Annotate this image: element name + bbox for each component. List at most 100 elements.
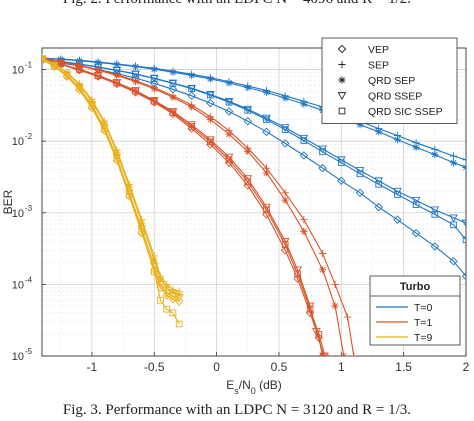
marker-square bbox=[319, 148, 326, 156]
marker-asterisk bbox=[331, 302, 339, 310]
marker-asterisk bbox=[113, 60, 121, 69]
marker-diamond bbox=[42, 55, 47, 64]
marker-asterisk bbox=[449, 159, 458, 167]
marker-diamond bbox=[187, 124, 196, 133]
marker-diamond bbox=[62, 72, 72, 81]
marker-diamond bbox=[224, 107, 234, 116]
marker-plus bbox=[331, 280, 339, 288]
x-tick-label: 0.5 bbox=[271, 360, 288, 374]
marker-asterisk bbox=[431, 150, 439, 159]
marker-asterisk bbox=[262, 88, 271, 96]
marker-diamond bbox=[162, 291, 171, 300]
marker-diamond bbox=[206, 140, 215, 149]
marker-square bbox=[281, 126, 289, 133]
marker-square bbox=[356, 170, 364, 178]
y-tick-exponent: -5 bbox=[25, 347, 33, 356]
marker-diamond bbox=[314, 333, 324, 342]
marker-asterisk bbox=[356, 121, 364, 129]
marker-diamond bbox=[224, 158, 234, 167]
marker-triangle-down bbox=[411, 196, 421, 205]
marker-asterisk bbox=[225, 130, 233, 138]
marker-diamond bbox=[168, 109, 178, 119]
marker-asterisk bbox=[188, 71, 196, 79]
series-line bbox=[42, 57, 345, 356]
marker-diamond bbox=[299, 151, 309, 160]
marker-square bbox=[462, 236, 466, 244]
marker-legend-label: QRD SEP bbox=[368, 75, 415, 87]
marker-diamond bbox=[337, 44, 347, 54]
x-tick-label: 0 bbox=[213, 360, 220, 374]
marker-diamond bbox=[131, 88, 140, 97]
marker-asterisk bbox=[169, 93, 177, 101]
marker-square bbox=[337, 159, 345, 167]
marker-triangle-down bbox=[156, 281, 165, 289]
marker-plus bbox=[462, 156, 466, 164]
marker-plus bbox=[343, 313, 352, 321]
marker-square bbox=[394, 191, 401, 198]
marker-asterisk bbox=[340, 352, 348, 356]
marker-diamond bbox=[50, 62, 59, 71]
marker-asterisk bbox=[375, 128, 383, 136]
marker-square bbox=[225, 98, 233, 106]
color-legend-label: T=0 bbox=[414, 302, 433, 314]
marker-legend: VEP SEP QRD SEP QRD SSEP QRD SIC SSEP bbox=[321, 37, 458, 124]
marker-diamond bbox=[93, 72, 103, 81]
y-tick-label: 10 bbox=[12, 208, 24, 220]
marker-diamond bbox=[374, 202, 383, 212]
marker-plus bbox=[281, 189, 289, 197]
marker-square bbox=[163, 305, 171, 313]
series-group bbox=[42, 54, 466, 356]
marker-square bbox=[300, 137, 308, 144]
marker-diamond bbox=[243, 116, 253, 126]
marker-asterisk bbox=[188, 103, 196, 111]
y-axis-label: BER bbox=[1, 189, 15, 214]
marker-diamond bbox=[206, 98, 215, 108]
marker-triangle-down bbox=[461, 219, 466, 228]
marker-triangle-down bbox=[337, 92, 347, 101]
marker-plus bbox=[449, 152, 458, 160]
marker-square bbox=[169, 309, 177, 317]
plot-frame bbox=[41, 47, 467, 357]
marker-square bbox=[207, 91, 214, 99]
marker-square bbox=[175, 320, 183, 328]
marker-diamond bbox=[156, 283, 165, 292]
marker-square bbox=[431, 211, 439, 218]
marker-plus bbox=[350, 352, 358, 356]
marker-asterisk bbox=[163, 284, 171, 292]
ber-chart: -1 -0.5 0 0.5 1 1.5 210-110-210-310-410 -5BEREs… bbox=[1, 37, 470, 396]
marker-asterisk bbox=[338, 76, 346, 84]
marker-square bbox=[157, 296, 164, 304]
marker-diamond bbox=[280, 139, 290, 148]
marker-asterisk bbox=[225, 79, 233, 87]
marker-square bbox=[76, 84, 83, 92]
series-T9-diamond bbox=[42, 55, 184, 306]
figure-caption-bottom: Fig. 3. Performance with an LDPC N = 312… bbox=[62, 402, 412, 418]
marker-diamond bbox=[293, 274, 302, 283]
marker-legend-label: QRD SSEP bbox=[368, 91, 422, 103]
marker-diamond bbox=[280, 245, 290, 255]
marker-diamond bbox=[318, 351, 327, 356]
marker-asterisk bbox=[94, 66, 102, 74]
marker-diamond bbox=[318, 163, 327, 173]
marker-triangle-down bbox=[168, 293, 178, 301]
marker-diamond bbox=[305, 308, 315, 318]
marker-asterisk bbox=[100, 119, 108, 127]
marker-asterisk bbox=[318, 266, 327, 274]
marker-legend-label: VEP bbox=[368, 44, 389, 56]
marker-asterisk bbox=[50, 60, 59, 68]
color-legend-label: T=9 bbox=[414, 332, 433, 344]
series-T1-asterisk bbox=[42, 54, 348, 356]
marker-square bbox=[375, 180, 383, 188]
marker-diamond bbox=[337, 176, 346, 185]
marker-diamond bbox=[243, 181, 253, 190]
marker-asterisk bbox=[281, 196, 289, 204]
marker-triangle-down bbox=[124, 189, 134, 198]
marker-diamond bbox=[187, 91, 196, 101]
color-legend-title: Turbo bbox=[400, 281, 431, 293]
marker-asterisk bbox=[156, 275, 165, 283]
y-tick-label: 10 bbox=[12, 136, 24, 148]
marker-diamond bbox=[112, 79, 122, 89]
y-tick-label: 10 bbox=[12, 351, 24, 363]
color-legend-label: T=1 bbox=[414, 317, 433, 329]
marker-asterisk bbox=[94, 58, 102, 66]
